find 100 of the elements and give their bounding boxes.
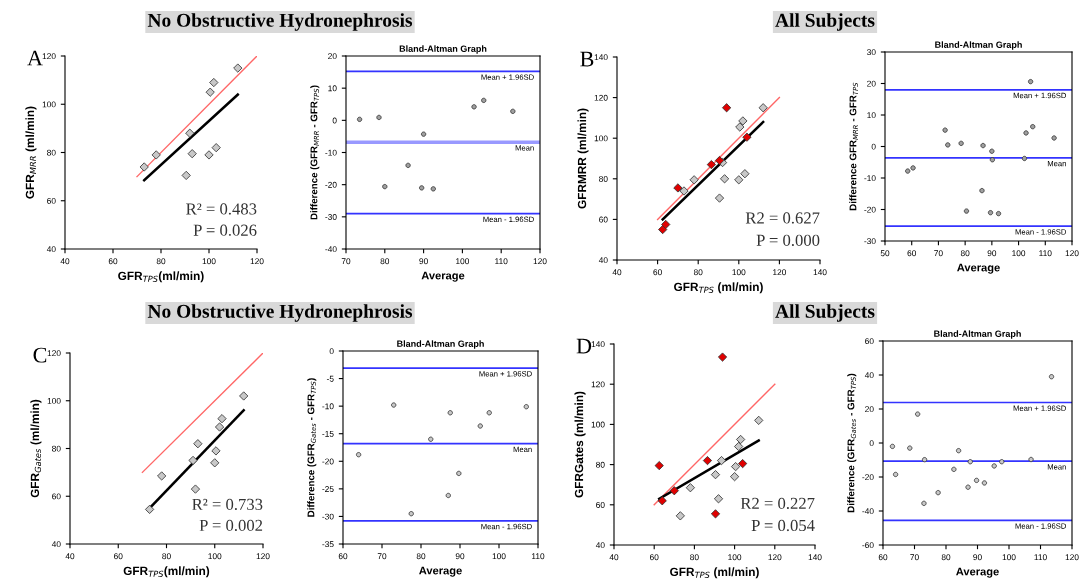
y-tick-label: -20 xyxy=(322,458,334,465)
y-tick-label: 0 xyxy=(869,440,874,447)
x-tick-label: 60 xyxy=(649,554,659,561)
y-tick-label: -30 xyxy=(864,238,876,245)
y-tick-label: 100 xyxy=(594,135,608,142)
y-tick-label: -5 xyxy=(326,375,334,382)
x-tick-label: 40 xyxy=(60,258,70,265)
chart-title: Bland-Altman Graph xyxy=(397,340,484,349)
x-axis-title: Average xyxy=(957,263,1000,274)
y-tick-label: -35 xyxy=(322,541,334,548)
x-axis-title: Average xyxy=(421,271,465,282)
x-tick-label: 90 xyxy=(987,250,997,257)
x-axis-title: GFR$_{TPS}$ (ml/min) xyxy=(674,282,763,294)
x-tick-label: 80 xyxy=(690,554,699,561)
x-tick-label: 60 xyxy=(108,258,118,265)
x-tick-label: 60 xyxy=(907,250,917,257)
x-axis-title: GFR$_{TPS}$(ml/min) xyxy=(118,271,204,283)
x-tick-label: 120 xyxy=(768,554,782,561)
y-tick-label: 80 xyxy=(52,445,61,452)
x-tick-label: 80 xyxy=(416,553,426,560)
x-axis-title: Average xyxy=(956,567,999,578)
text: A xyxy=(27,50,43,66)
x-tick-label: 40 xyxy=(65,553,75,560)
y-tick-label: 100 xyxy=(47,397,61,404)
y-tick-label: 0 xyxy=(332,117,337,124)
x-tick-label: 70 xyxy=(934,250,943,257)
chart-title: Bland-Altman Graph xyxy=(935,41,1022,50)
y-tick-label: -60 xyxy=(862,542,874,549)
annotation: P = 0.026 xyxy=(193,224,257,236)
y-tick-label: 20 xyxy=(865,406,874,413)
y-tick-label: 60 xyxy=(47,197,56,204)
x-tick-label: 100 xyxy=(492,553,506,560)
x-axis-title: Average xyxy=(419,566,462,577)
y-tick-label: 80 xyxy=(47,149,56,156)
text: C xyxy=(33,347,47,363)
x-tick-label: 60 xyxy=(338,553,348,560)
text: All Subjects xyxy=(775,304,875,322)
annotation: R2 = 0.627 xyxy=(745,212,820,224)
y-tick-label: -40 xyxy=(325,246,337,253)
x-tick-label: 120 xyxy=(1065,250,1079,257)
x-tick-label: 100 xyxy=(1002,554,1016,561)
y-tick-label: 20 xyxy=(867,80,876,87)
x-tick-label: 40 xyxy=(609,554,619,561)
y-tick-label: 80 xyxy=(599,176,608,182)
y-tick-label: 0 xyxy=(329,348,334,355)
x-tick-label: 110 xyxy=(495,258,508,265)
text: No Obstructive Hydronephrosis xyxy=(147,304,413,322)
x-tick-label: 80 xyxy=(162,553,171,560)
y-tick-label: 40 xyxy=(864,372,874,379)
y-tick-label: 140 xyxy=(591,341,605,348)
y-axis-title: Difference (GFR$_{Gates}$ - GFR$_{TPS}$) xyxy=(847,373,857,513)
x-tick-label: 100 xyxy=(208,553,222,560)
y-axis-title: Difference GFR$_{MRR}$ - GFR$_{TPS}$ xyxy=(849,82,858,211)
y-axis-title: GFR$_{MRR}$ (ml/min) xyxy=(25,106,37,199)
y-tick-label: 120 xyxy=(47,350,61,357)
y-tick-label: 60 xyxy=(599,216,608,223)
y-axis-title: Difference (GFR$_{MRR}$ - GFR$_{TPS}$) xyxy=(310,85,320,220)
y-tick-label: -10 xyxy=(864,175,876,182)
text: D xyxy=(576,338,592,354)
x-tick-label: 120 xyxy=(250,258,264,265)
point xyxy=(736,434,746,445)
x-tick-label: 100 xyxy=(732,269,746,276)
y-tick-label: 100 xyxy=(42,101,56,108)
y-axis-title: GFRGates (ml/min) xyxy=(574,391,586,498)
x-tick-label: 100 xyxy=(728,554,742,561)
y-tick-label: -10 xyxy=(325,149,337,156)
x-tick-label: 50 xyxy=(880,250,890,257)
x-tick-label: 90 xyxy=(973,554,982,561)
y-tick-label: 60 xyxy=(865,338,874,345)
x-tick-label: 70 xyxy=(377,553,387,560)
y-tick-label: -20 xyxy=(325,181,337,188)
chart-title: Bland-Altman Graph xyxy=(934,330,1021,339)
x-axis-title: GFR$_{TPS}$ (ml/min) xyxy=(670,567,759,579)
y-tick-label: -30 xyxy=(322,513,334,520)
y-tick-label: -30 xyxy=(325,214,337,220)
y-tick-label: 120 xyxy=(591,381,605,388)
x-tick-label: 100 xyxy=(1012,250,1026,257)
y-tick-label: -40 xyxy=(862,508,874,515)
x-tick-label: 90 xyxy=(455,553,465,560)
annotation: P = 0.054 xyxy=(751,519,815,532)
x-tick-label: 120 xyxy=(1065,554,1079,561)
x-tick-label: 80 xyxy=(693,269,703,276)
y-tick-label: 20 xyxy=(328,53,337,60)
x-tick-label: 100 xyxy=(456,258,470,265)
y-tick-label: 120 xyxy=(594,94,608,101)
y-tick-label: 10 xyxy=(328,85,337,92)
x-tick-label: 80 xyxy=(960,250,970,257)
annotation: P = 0.000 xyxy=(756,234,820,246)
y-tick-label: 10 xyxy=(867,112,876,119)
annotation: R² = 0.733 xyxy=(192,498,263,511)
y-tick-label: -10 xyxy=(322,403,334,410)
x-tick-label: 60 xyxy=(653,269,662,276)
y-tick-label: 60 xyxy=(596,502,605,508)
x-tick-label: 120 xyxy=(533,258,547,265)
x-tick-label: 120 xyxy=(773,269,787,276)
y-tick-label: 40 xyxy=(51,541,61,548)
y-tick-label: 140 xyxy=(594,54,608,61)
x-tick-label: 60 xyxy=(114,553,123,560)
x-tick-label: 110 xyxy=(1039,250,1052,257)
x-tick-label: 80 xyxy=(941,554,951,561)
